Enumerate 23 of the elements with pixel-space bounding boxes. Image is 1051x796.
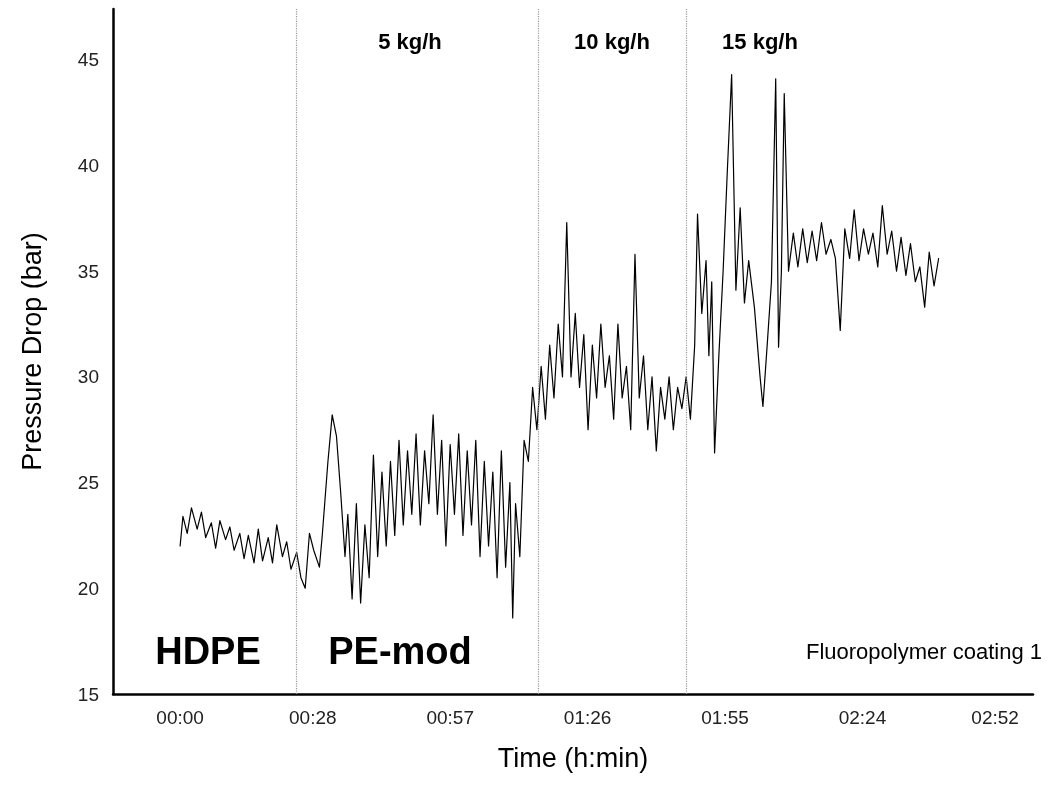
x-axis-title: Time (h:min): [497, 742, 649, 773]
x-tick-label: 00:00: [156, 707, 204, 728]
x-tick-label: 00:57: [426, 707, 474, 728]
annotation: 10 kg/h: [574, 28, 650, 54]
y-tick-label: 35: [77, 260, 99, 282]
annotation: PE-mod: [328, 630, 472, 672]
y-tick-label: 30: [77, 366, 99, 388]
x-tick-label: 00:28: [289, 707, 337, 728]
y-tick-label: 20: [77, 577, 99, 599]
y-tick-label: 45: [77, 49, 99, 71]
y-tick-label: 15: [77, 683, 99, 705]
x-tick-label: 02:24: [838, 707, 887, 728]
y-axis-title: Pressure Drop (bar): [16, 232, 47, 471]
x-tick-label: 02:52: [971, 707, 1019, 728]
annotation: Fluoropolymer coating 1: [805, 638, 1042, 664]
x-tick-label: 01:55: [701, 707, 749, 728]
annotation: HDPE: [155, 630, 261, 672]
annotation: 15 kg/h: [722, 28, 798, 54]
annotation: 5 kg/h: [378, 28, 442, 54]
y-tick-label: 25: [77, 472, 99, 494]
y-tick-label: 40: [77, 154, 99, 176]
x-tick-label: 01:26: [563, 707, 612, 728]
line-series: [179, 73, 940, 619]
